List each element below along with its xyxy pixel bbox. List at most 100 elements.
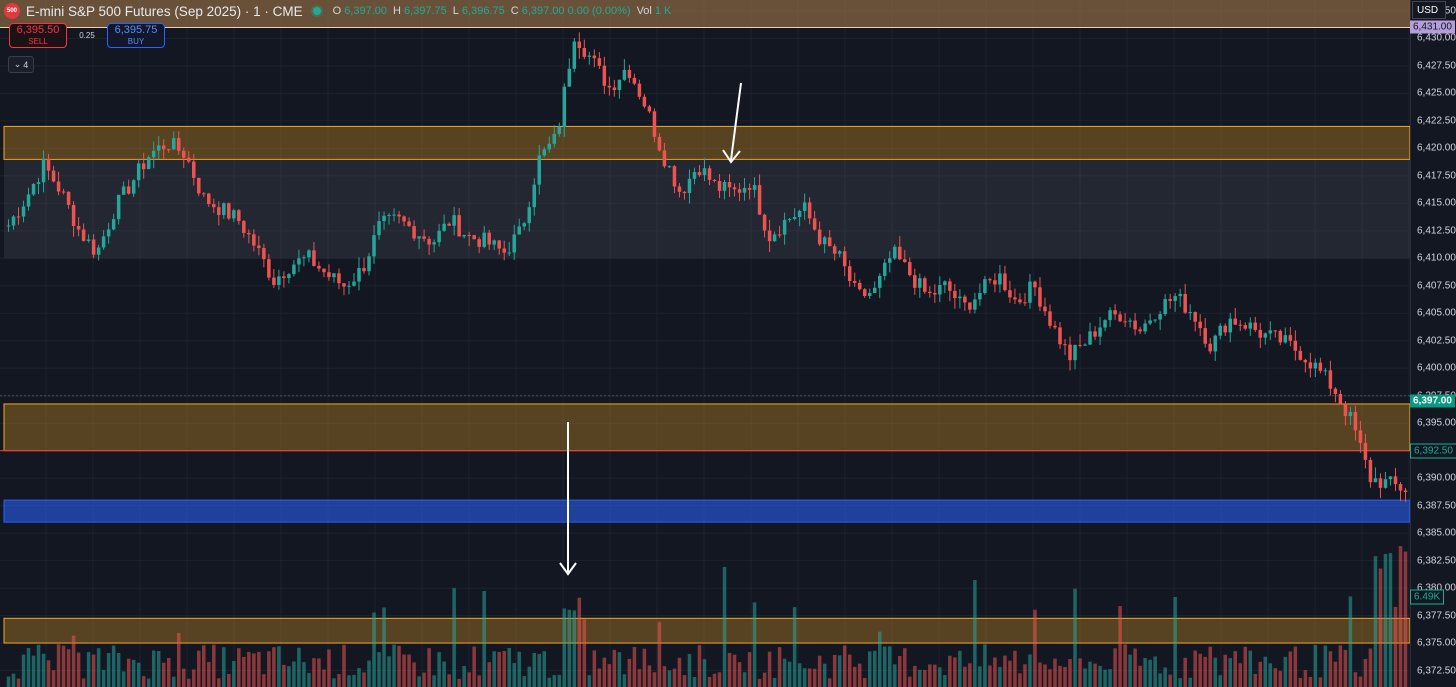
candle-body — [1158, 314, 1162, 320]
volume-bar — [1098, 665, 1102, 687]
price-chart[interactable] — [0, 0, 1410, 687]
trade-panel: 6,395.50 SELL 0.25 6,395.75 BUY — [9, 23, 165, 48]
indicators-toggle-button[interactable]: ⌄ 4 — [8, 56, 34, 73]
candle-body — [903, 259, 907, 263]
candle-body — [126, 186, 131, 194]
volume-bar — [322, 669, 326, 687]
candle-body — [1338, 393, 1343, 404]
es-logo-icon[interactable]: 500 — [4, 3, 20, 19]
candle-body — [166, 149, 171, 151]
top-zone — [0, 0, 1410, 28]
axis-tick-label: 6,412.50 — [1417, 225, 1456, 237]
volume-bar — [207, 662, 211, 687]
volume-bar — [397, 645, 401, 687]
volume-bar — [948, 655, 952, 687]
candle-body — [1053, 325, 1057, 328]
volume-bar — [61, 645, 66, 687]
volume-bar — [342, 644, 346, 687]
volume-bar — [1078, 658, 1082, 687]
candle-body — [1233, 318, 1238, 325]
volume-bar — [277, 646, 281, 687]
volume-bar — [272, 647, 276, 687]
candle-body — [352, 281, 356, 286]
candle-body — [607, 85, 612, 88]
axis-tick-label: 6,387.50 — [1417, 500, 1456, 512]
volume-bar — [21, 654, 26, 687]
sell-button[interactable]: 6,395.50 SELL — [9, 23, 67, 48]
zone-gray — [4, 159, 1410, 259]
candle-body — [1298, 350, 1303, 360]
candle-body — [742, 187, 747, 193]
sell-price: 6,395.50 — [16, 24, 60, 36]
candle-body — [1168, 299, 1172, 301]
candle-body — [632, 77, 637, 84]
symbol-title[interactable]: E-mini S&P 500 Futures (Sep 2025) · 1 · … — [26, 3, 303, 19]
candle-body — [322, 268, 326, 273]
buy-price: 6,395.75 — [114, 24, 158, 36]
candle-body — [1203, 328, 1207, 344]
candle-body — [372, 235, 376, 257]
candle-body — [817, 229, 822, 245]
candle-body — [161, 145, 166, 150]
volume-bar — [287, 666, 291, 687]
buy-button[interactable]: 6,395.75 BUY — [107, 23, 165, 48]
candle-body — [417, 236, 421, 239]
candle-body — [507, 252, 511, 254]
candle-body — [307, 250, 311, 258]
candle-body — [1318, 362, 1323, 371]
sell-label: SELL — [28, 37, 48, 46]
candle-body — [1373, 478, 1378, 483]
candle-body — [672, 166, 677, 187]
candle-body — [1103, 320, 1107, 328]
candle-body — [151, 150, 156, 158]
volume-bar — [327, 649, 331, 687]
ohlc-low-label: L — [452, 5, 459, 17]
candle-body — [552, 133, 557, 144]
candle-body — [377, 221, 381, 236]
candle-body — [176, 138, 181, 151]
volume-bar — [822, 663, 827, 687]
candle-body — [1253, 322, 1258, 330]
volume-bar — [6, 676, 11, 687]
candle-body — [1173, 296, 1177, 301]
volume-bar — [482, 590, 486, 687]
volume-bar — [817, 655, 822, 687]
candle-body — [1128, 320, 1132, 322]
volume-bar — [1103, 669, 1107, 687]
candle-body — [737, 189, 742, 193]
volume-bar — [552, 674, 557, 687]
volume-bar — [697, 645, 702, 687]
volume-bar — [472, 646, 476, 687]
candle-body — [452, 215, 456, 226]
price-axis[interactable]: 6,432.506,430.006,427.506,425.006,422.50… — [1410, 0, 1456, 687]
market-status-icon[interactable] — [312, 7, 321, 15]
candle-body — [1133, 320, 1137, 330]
volume-bar — [467, 672, 471, 687]
candle-body — [1058, 327, 1062, 345]
volume-bar — [742, 672, 747, 687]
candle-body — [482, 232, 486, 247]
candle-body — [1073, 344, 1077, 361]
candle-body — [362, 267, 366, 272]
candle-body — [1213, 335, 1217, 352]
candle-body — [6, 225, 11, 227]
chevron-down-icon: ⌄ — [13, 59, 22, 69]
volume-bar — [943, 674, 947, 687]
candle-body — [792, 216, 797, 220]
volume-bar — [116, 653, 121, 687]
volume-bar — [257, 651, 261, 687]
candle-body — [1188, 312, 1192, 314]
axis-tick-label: 6,380.00 — [1417, 582, 1456, 594]
candle-body — [747, 187, 752, 190]
volume-bar — [497, 651, 501, 687]
currency-selector[interactable]: USD — [1412, 1, 1446, 19]
candle-body — [257, 245, 261, 248]
candle-body — [827, 237, 832, 247]
candle-body — [993, 280, 997, 285]
volume-bar — [727, 652, 732, 687]
volume-bar — [1018, 673, 1022, 687]
volume-bar — [1238, 663, 1243, 687]
volume-bar — [572, 610, 577, 687]
volume-bar — [1358, 676, 1363, 687]
zone-orange — [3, 403, 1410, 452]
